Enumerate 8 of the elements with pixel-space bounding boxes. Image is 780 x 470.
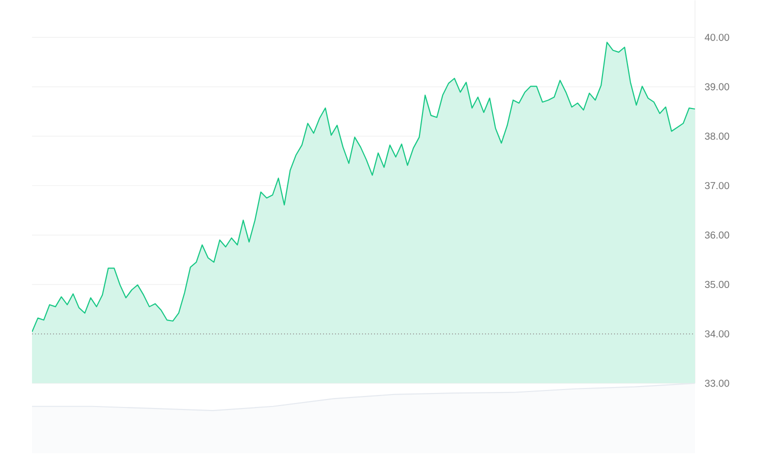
y-tick-label: 39.00 [704,83,730,90]
y-tick-label: 34.00 [704,330,730,338]
y-tick-label: 40.00 [704,34,730,41]
y-tick-label: 33.00 [704,380,730,387]
y-tick-label: 36.00 [704,231,730,238]
y-tick-label: 35.00 [704,280,730,288]
y-tick-label: 37.00 [704,182,730,190]
y-tick-label: 38.00 [704,132,730,140]
